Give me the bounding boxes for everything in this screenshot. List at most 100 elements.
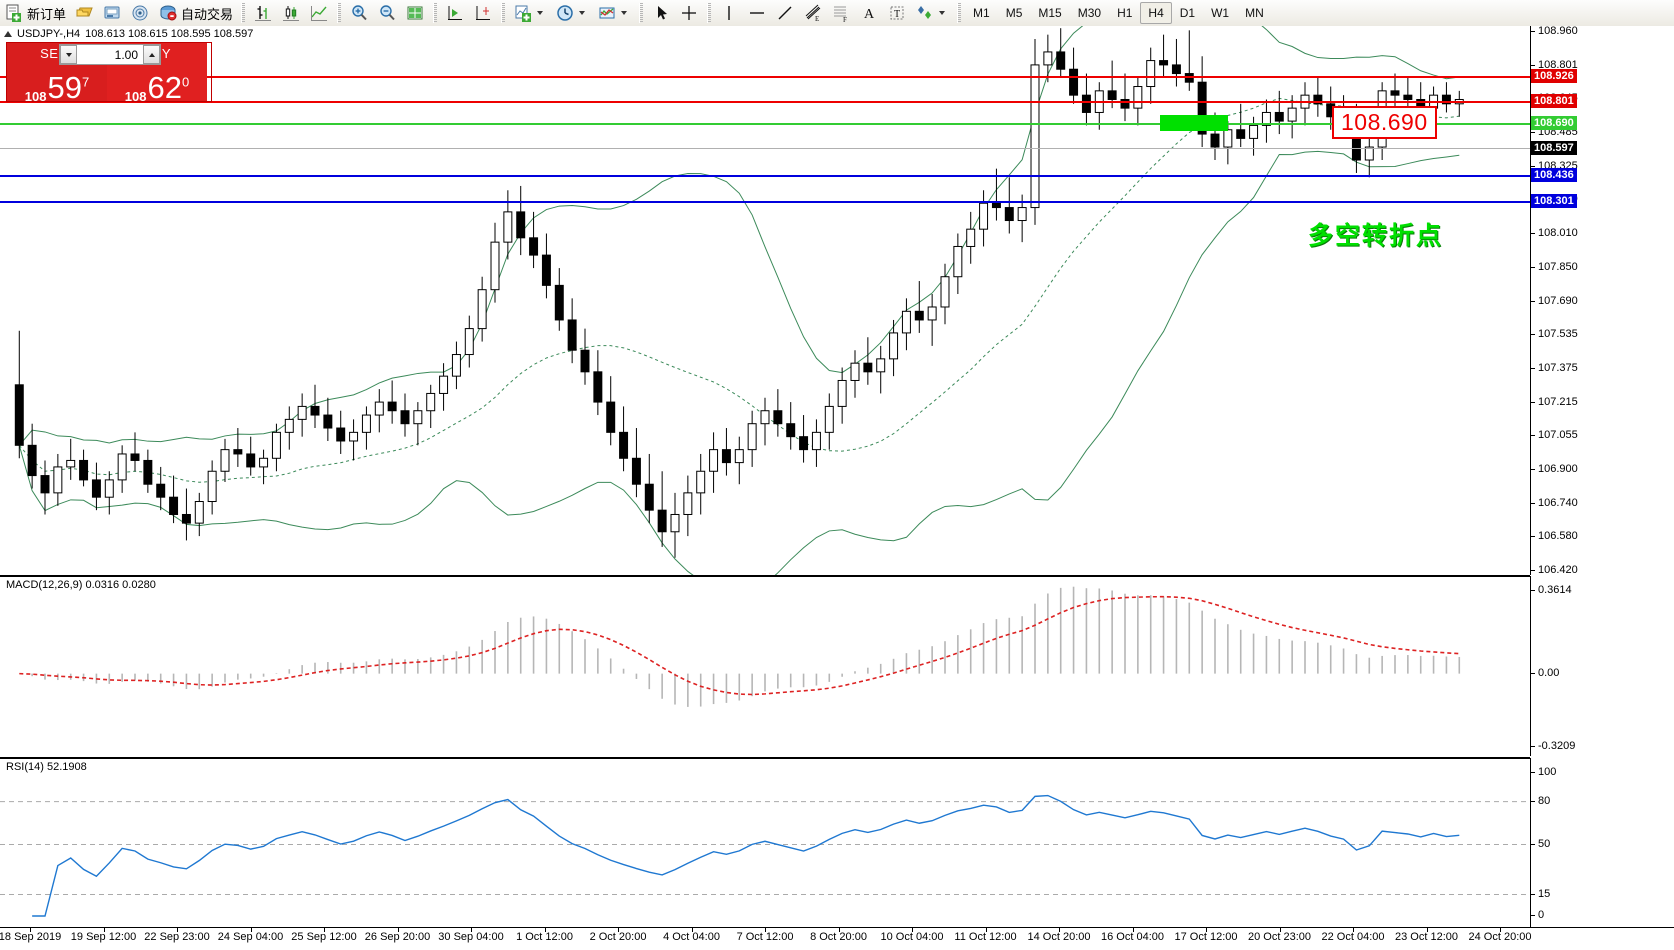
chart-shift-icon — [473, 3, 493, 23]
axis-tick — [1530, 165, 1535, 167]
axis-tick-label: 106.740 — [1538, 496, 1578, 509]
terminal-button[interactable] — [98, 0, 126, 26]
price-flag[interactable]: 108.597 — [1531, 141, 1577, 155]
timeframe-m15[interactable]: M15 — [1038, 6, 1062, 20]
period-button[interactable] — [551, 0, 593, 26]
candle-bearish — [130, 453, 140, 461]
axis-tick-label: 107.215 — [1538, 395, 1578, 408]
candle-bearish — [79, 459, 89, 481]
trend-note-annotation[interactable]: 多空转折点 — [1308, 221, 1444, 250]
level-line[interactable] — [0, 175, 1530, 177]
candle-bearish — [1171, 64, 1181, 75]
time-tick-label: 22 Sep 23:00 — [144, 931, 210, 943]
grid-button[interactable] — [401, 0, 429, 26]
chart-area[interactable]: MACD(12,26,9) 0.0316 0.0280 RSI(14) 52.1… — [0, 25, 1674, 950]
candle-bearish — [567, 319, 577, 351]
cursor-button[interactable] — [647, 0, 675, 26]
zoom-in-icon — [349, 3, 369, 23]
price-flag[interactable]: 108.436 — [1531, 168, 1577, 182]
equidistant-channel-button[interactable]: E — [799, 0, 827, 26]
candle-bearish — [516, 211, 526, 239]
equidistant-icon: E — [803, 3, 823, 23]
autotrading-icon — [158, 3, 178, 23]
volume-stepper[interactable]: 1.00 — [59, 44, 161, 65]
time-tick — [985, 928, 987, 932]
time-tick-label: 24 Oct 20:00 — [1468, 931, 1532, 943]
time-tick-label: 19 Sep 12:00 — [70, 931, 137, 943]
axis-tick — [1530, 435, 1535, 437]
level-line[interactable] — [0, 201, 1530, 203]
price-pane[interactable] — [0, 26, 1530, 576]
rsi-pane[interactable]: RSI(14) 52.1908 — [0, 758, 1530, 929]
templates-button[interactable] — [593, 0, 635, 26]
price-axis[interactable]: 108.960108.801108.645108.485108.325108.1… — [1530, 25, 1674, 576]
horizontal-line-button[interactable] — [743, 0, 771, 26]
navigator-button[interactable] — [126, 0, 154, 26]
timeframe-w1[interactable]: W1 — [1211, 6, 1230, 20]
time-tick — [1353, 928, 1354, 932]
price-flag[interactable]: 108.926 — [1531, 69, 1577, 83]
level-line[interactable] — [0, 76, 1530, 78]
candlestick-chart-button[interactable] — [277, 0, 305, 26]
volume-increase-button[interactable] — [143, 45, 160, 64]
zoom-in-button[interactable] — [345, 0, 373, 26]
volume-input[interactable]: 1.00 — [114, 47, 138, 62]
time-tick-label: 30 Sep 04:00 — [438, 931, 504, 943]
new-order-button[interactable]: 新订单 — [0, 0, 70, 26]
timeframe-m1[interactable]: M1 — [973, 6, 990, 20]
crosshair-button[interactable] — [675, 0, 703, 26]
bar-chart-button[interactable] — [249, 0, 277, 26]
autotrading-button[interactable]: 自动交易 — [154, 0, 237, 26]
price-flag[interactable]: 108.690 — [1531, 116, 1577, 130]
indicators-dropdown-arrow[interactable] — [537, 11, 544, 15]
time-tick — [1500, 928, 1501, 932]
sell-price: 108597 — [7, 72, 107, 103]
timeframe-h1[interactable]: H1 — [1117, 6, 1133, 20]
shapes-button[interactable] — [911, 0, 953, 26]
timeframe-d1[interactable]: D1 — [1179, 6, 1196, 20]
candle-bearish — [310, 405, 320, 416]
one-click-trading-panel[interactable]: SELL 108597 BUY 108620 1.00 — [6, 42, 212, 103]
vertical-line-button[interactable] — [715, 0, 743, 26]
line-chart-button[interactable] — [305, 0, 333, 26]
axis-tick-label: 15 — [1538, 887, 1551, 900]
level-line[interactable] — [0, 101, 1530, 103]
time-tick-label: 7 Oct 12:00 — [736, 931, 794, 943]
candle-bearish — [27, 444, 37, 477]
timeframe-h4[interactable]: H4 — [1140, 2, 1172, 24]
candle-bearish — [1197, 81, 1207, 135]
candle-bearish — [1081, 94, 1091, 113]
level-line[interactable] — [0, 148, 1530, 149]
folder-icon — [74, 3, 94, 23]
candle-bullish — [953, 245, 963, 278]
axis-tick-label: 107.055 — [1538, 429, 1578, 442]
indicators-button[interactable] — [509, 0, 551, 26]
trendline-button[interactable] — [771, 0, 799, 26]
candle-bearish — [1210, 133, 1220, 148]
price-flag[interactable]: 108.301 — [1531, 194, 1577, 208]
zoom-out-button[interactable] — [373, 0, 401, 26]
volume-decrease-button[interactable] — [60, 45, 77, 64]
data-folder-button[interactable] — [70, 0, 98, 26]
shapes-dropdown-arrow[interactable] — [939, 11, 946, 15]
templates-dropdown-arrow[interactable] — [621, 11, 628, 15]
svg-text:F: F — [843, 16, 847, 23]
label-icon: T — [887, 3, 907, 23]
timeframe-m5[interactable]: M5 — [1005, 6, 1023, 20]
target-price-annotation[interactable]: 108.690 — [1332, 106, 1437, 139]
macd-pane[interactable]: MACD(12,26,9) 0.0316 0.0280 — [0, 576, 1530, 758]
text-label-button[interactable]: T — [883, 0, 911, 26]
period-icon — [555, 3, 575, 23]
price-flag[interactable]: 108.801 — [1531, 94, 1577, 108]
period-dropdown-arrow[interactable] — [579, 11, 586, 15]
bollinger-band — [18, 150, 1460, 575]
auto-scroll-button[interactable] — [441, 0, 469, 26]
timeframe-mn[interactable]: MN — [1245, 6, 1264, 20]
timeframe-m30[interactable]: M30 — [1077, 6, 1102, 20]
time-axis[interactable]: 18 Sep 2019 19 Sep 12:00 22 Sep 23:00 24 Se… — [0, 927, 1674, 950]
fibonacci-button[interactable]: F — [827, 0, 855, 26]
text-button[interactable]: A — [855, 0, 883, 26]
collapse-triangle-icon[interactable] — [4, 31, 12, 37]
level-line[interactable] — [0, 123, 1530, 125]
chart-shift-button[interactable] — [469, 0, 497, 26]
